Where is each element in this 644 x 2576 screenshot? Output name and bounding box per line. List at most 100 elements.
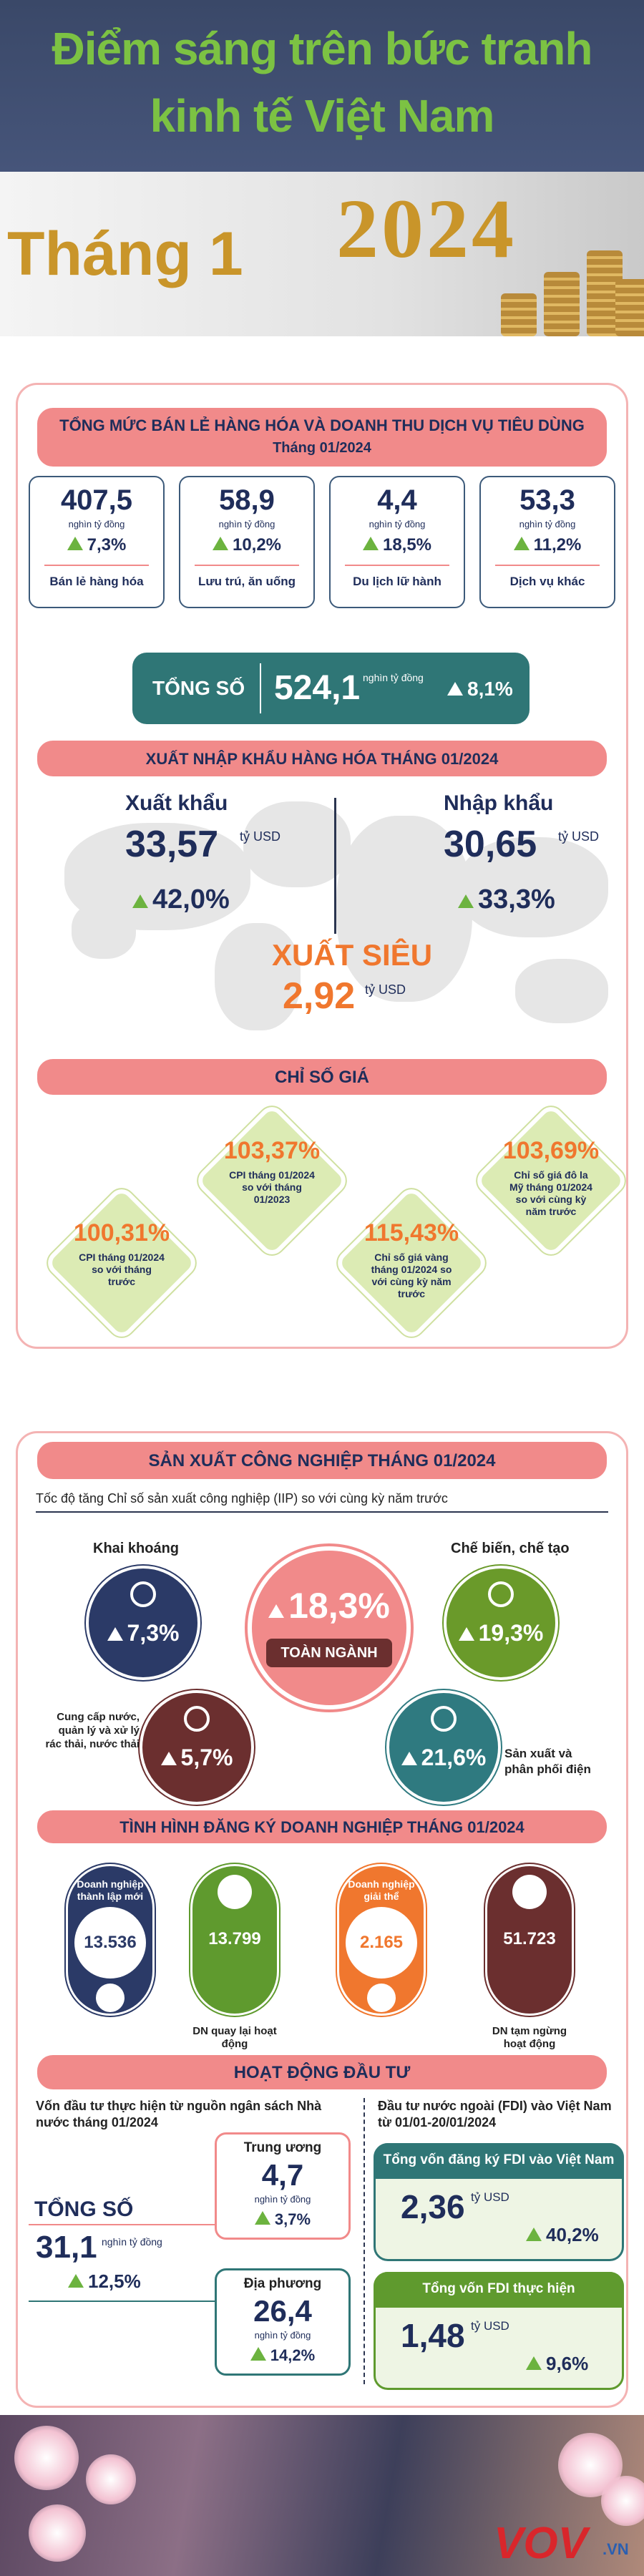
state-total-value: 31,1 (36, 2230, 97, 2265)
divider (364, 2098, 365, 2384)
fdi-head (374, 2272, 624, 2308)
label: Lưu trú, ăn uống (197, 575, 296, 588)
banner-title: TÌNH HÌNH ĐĂNG KÝ DOANH NGHIỆP THÁNG 01/… (119, 1818, 525, 1836)
unit: nghìn tỷ đồng (369, 519, 426, 530)
price-value: 100,31% (73, 1219, 170, 1246)
center-label: TOÀN NGÀNH (280, 1645, 378, 1661)
label: Bán lẻ hàng hóa (49, 575, 144, 588)
blossom (29, 2504, 86, 2562)
item-label: Trung ương (243, 2140, 322, 2155)
export-unit: tỷ USD (240, 829, 281, 844)
banner: HOẠT ĐỘNG ĐẦU TƯ (37, 2055, 607, 2089)
fdi-value: 1,48 (401, 2317, 465, 2354)
sector-value: 19,3% (444, 1619, 558, 1646)
export-growth: 42,0% (132, 884, 230, 915)
pill-value: 13.536 (84, 1933, 137, 1952)
price-value: 103,69% (502, 1137, 600, 1164)
item-growth: 3,7% (222, 2210, 343, 2230)
pill-icon (512, 1875, 547, 1909)
price-value: 103,37% (223, 1137, 321, 1164)
fdi-unit: tỷ USD (471, 2190, 509, 2204)
total-bar: TỔNG SỐ 524,1 nghìn tỷ đồng 8,1% (132, 653, 530, 724)
item-value: 26,4 (253, 2294, 312, 2328)
banner-subtitle: Tháng 01/2024 (273, 440, 371, 456)
year-text: 2024 (336, 182, 517, 275)
separator (495, 565, 600, 566)
sector-icon (184, 1706, 210, 1732)
blossom (86, 2454, 136, 2504)
banner-title: TỔNG MỨC BÁN LẺ HÀNG HÓA VÀ DOANH THU DỊ… (59, 416, 585, 434)
rule (36, 1511, 608, 1513)
sector-value: 21,6% (386, 1744, 501, 1771)
total-value: 524,1 (274, 669, 361, 707)
fdi-heading: Đầu tư nước ngoài (FDI) vào Việt Nam từ … (378, 2099, 612, 2129)
separator (44, 565, 149, 566)
unit: nghìn tỷ đồng (519, 519, 576, 530)
header-title: Điểm sáng trên bức tranh (52, 23, 593, 74)
unit: nghìn tỷ đồng (68, 519, 125, 530)
state-total-label: TỔNG SỐ (34, 2197, 134, 2221)
surplus-label: XUẤT SIÊU (272, 938, 433, 972)
fdi-label: Tổng vốn đăng ký FDI vào Việt Nam (383, 2152, 615, 2167)
banner-title: SẢN XUẤT CÔNG NGHIỆP THÁNG 01/2024 (148, 1451, 496, 1470)
world-map (336, 816, 472, 1002)
connector (29, 2224, 215, 2225)
sector-icon (488, 1581, 514, 1607)
sector-value: 5,7% (140, 1744, 254, 1771)
pill-icon (367, 1984, 396, 2012)
world-map (215, 923, 301, 1030)
pill (190, 1864, 279, 2016)
import-growth: 33,3% (458, 884, 555, 915)
sector-value: 7,3% (86, 1619, 200, 1646)
separator (345, 565, 449, 566)
fdi-label: Tổng vốn FDI thực hiện (422, 2281, 575, 2296)
blossom (601, 2476, 644, 2526)
month-text: Tháng 1 (7, 220, 243, 288)
blossom (14, 2426, 79, 2490)
pill-label: Doanh nghiệp thành lập mới (77, 1878, 144, 1902)
export-value: 33,57 (125, 824, 219, 865)
world-map (515, 959, 608, 1023)
divider (334, 798, 336, 934)
logo: VOV (494, 2519, 587, 2568)
surplus-unit: tỷ USD (365, 982, 406, 997)
pill-value: 13.799 (208, 1929, 261, 1948)
coin-stack (501, 293, 537, 336)
world-map (243, 801, 351, 887)
month-band (0, 172, 644, 336)
item-value: 4,7 (261, 2158, 304, 2192)
value: 4,4 (377, 484, 417, 516)
state-total-growth: 12,5% (68, 2270, 141, 2293)
value: 407,5 (60, 484, 133, 516)
sector-label: Khai khoáng (93, 1541, 180, 1556)
banner: SẢN XUẤT CÔNG NGHIỆP THÁNG 01/2024 (37, 1442, 607, 1479)
price-label: Chỉ số giá vàng tháng 01/2024 so với cùn… (371, 1252, 452, 1299)
total-growth: 8,1% (447, 677, 513, 701)
divider (260, 663, 261, 713)
price-label: CPI tháng 01/2024 so với tháng 01/2023 (229, 1169, 315, 1205)
item-unit: nghìn tỷ đồng (254, 2194, 311, 2205)
fdi-growth: 40,2% (526, 2223, 599, 2246)
item-unit: nghìn tỷ đồng (254, 2330, 311, 2341)
price-label: Chỉ số giá đô la Mỹ tháng 01/2024 so với… (509, 1169, 592, 1217)
fdi-growth: 9,6% (526, 2352, 588, 2375)
value-disc (346, 1907, 417, 1979)
growth: 18,5% (331, 535, 464, 556)
pill-label: DN tạm ngừng hoạt động (492, 2025, 567, 2050)
export-label: Xuất khẩu (125, 791, 228, 815)
sector-label: Cung cấp nước, quản lý và xử lý rác thải… (45, 1711, 140, 1750)
growth: 10,2% (180, 535, 313, 556)
import-label: Nhập khẩu (444, 791, 554, 815)
banner-title: HOẠT ĐỘNG ĐẦU TƯ (233, 2063, 411, 2082)
total-unit: nghìn tỷ đồng (363, 672, 424, 683)
center-circle (252, 1551, 406, 1705)
price-label: CPI tháng 01/2024 so với tháng trước (79, 1252, 165, 1287)
pill-icon (96, 1984, 125, 2012)
header-title: kinh tế Việt Nam (150, 90, 495, 142)
value: 58,9 (219, 484, 275, 516)
subtitle: Tốc độ tăng Chỉ số sản xuất công nghiệp … (36, 1491, 448, 1506)
center-band (266, 1639, 392, 1667)
surplus-value: 2,92 (283, 975, 356, 1017)
sector-label: Sản xuất và phân phối điện (504, 1747, 591, 1776)
